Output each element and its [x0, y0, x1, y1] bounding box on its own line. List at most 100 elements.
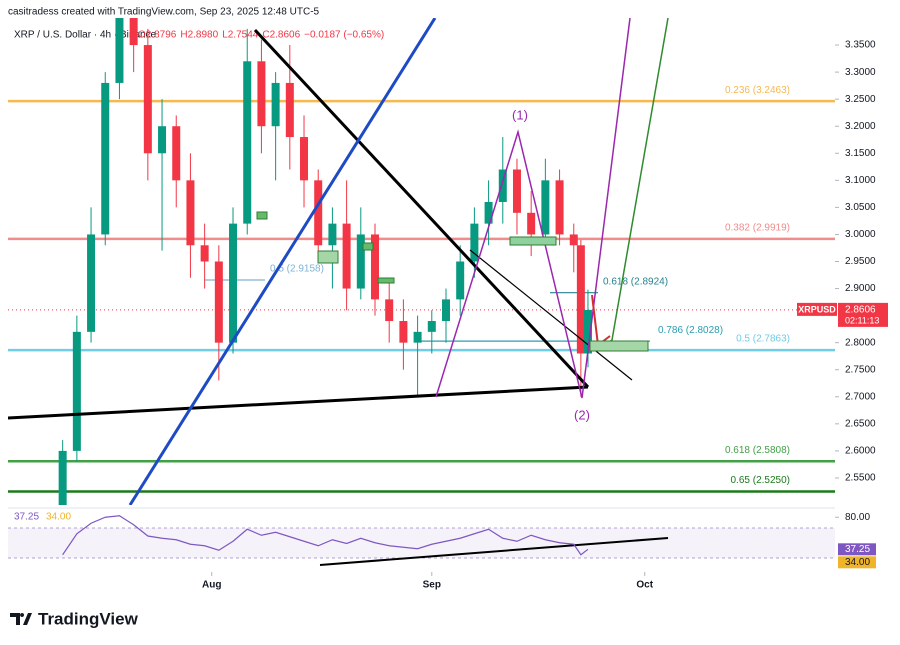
y-tick-label: 3.2500 — [845, 94, 876, 105]
logo: TradingView — [10, 609, 139, 628]
candle-body — [427, 321, 436, 332]
rsi-trendline — [319, 537, 669, 566]
zone — [362, 242, 374, 251]
candle-body — [129, 18, 138, 46]
candle-body — [101, 82, 110, 235]
candle-body — [498, 169, 507, 202]
legend-value: L2.7544 — [222, 30, 259, 41]
candle-body — [271, 82, 280, 127]
symbol: XRP / U.S. Dollar · 4h · Binance — [14, 30, 157, 41]
trendline — [8, 385, 589, 420]
candle-body — [328, 223, 337, 246]
candle-body — [583, 309, 592, 354]
wave-label: (1) — [512, 107, 528, 122]
zone — [589, 340, 649, 352]
candle-body — [143, 45, 152, 154]
fib-label: 0.236 (3.2463) — [725, 85, 790, 96]
price-tag-bg — [838, 302, 888, 327]
candle-body — [186, 180, 195, 246]
candles — [58, 18, 592, 505]
candle-body — [576, 245, 585, 354]
candle-body — [200, 245, 209, 262]
candle-body — [257, 61, 266, 127]
y-tick-label: 3.3500 — [845, 40, 876, 51]
wave-label: (2) — [574, 407, 590, 422]
zone — [377, 277, 395, 284]
candle-body — [58, 450, 67, 505]
price-tag-countdown: 02:11:13 — [845, 315, 879, 325]
candle-body — [385, 299, 394, 322]
drawings — [8, 18, 669, 505]
candle-body — [512, 169, 521, 213]
fib-label: 0.5 (2.7863) — [736, 334, 790, 345]
fib-label: 0.65 (2.5250) — [731, 475, 791, 486]
rsi-band — [8, 528, 835, 558]
rsi-tag-bg — [838, 543, 876, 556]
fib-label: 0.5 (2.9158) — [270, 264, 324, 275]
rsi-ma-legend-value: 34.00 — [46, 512, 71, 523]
y-tick-label: 2.7000 — [845, 391, 876, 402]
candle-body — [158, 126, 167, 154]
legend-value: H2.8980 — [180, 30, 218, 41]
rsi-line — [62, 515, 589, 556]
candle-body — [569, 234, 578, 246]
axes: 3.3500 3.3000 3.2500 3.2000 3.1500 3.1000 3.05… — [202, 40, 888, 591]
y-tick-label: 2.9000 — [845, 283, 876, 294]
y-tick-label: 2.8000 — [845, 337, 876, 348]
legend-value: −0.0187 (−0.65%) — [304, 30, 384, 41]
y-tick-label: 2.9500 — [845, 256, 876, 267]
rsi-pane: 80.00 37.25 34.00 37.25 34.00 — [8, 512, 876, 569]
candle-body — [541, 180, 550, 235]
y-tick-label: 3.0000 — [845, 229, 876, 240]
candle-body — [399, 321, 408, 343]
candle-body — [172, 126, 181, 181]
candle-body — [413, 331, 422, 343]
candle-body — [314, 180, 323, 246]
x-tick-label: Sep — [423, 580, 441, 591]
candle-body — [456, 261, 465, 300]
candle-body — [300, 137, 309, 181]
rsi-legend-value: 37.25 — [14, 512, 39, 523]
candle-body — [342, 223, 351, 289]
zone — [509, 236, 557, 246]
rsi-tick-label: 80.00 — [845, 512, 870, 523]
rsi-ma-tag-bg — [838, 556, 876, 569]
candle-body — [72, 331, 81, 451]
y-tick-label: 2.5500 — [845, 473, 876, 484]
candle-body — [87, 234, 96, 332]
fib-label: 0.382 (2.9919) — [725, 222, 790, 233]
candle-body — [470, 223, 479, 262]
price-tag-value: 2.8606 — [845, 305, 876, 316]
fib-label: 0.618 (2.5808) — [725, 445, 790, 456]
legend: O2.8796 H2.8980 L2.7544 C2.8606 −0.0187 (−0.… — [138, 30, 384, 41]
price-tag-bg — [797, 302, 837, 316]
candle-body — [115, 18, 124, 83]
candle-body — [441, 299, 450, 322]
candle-body — [484, 201, 493, 224]
candle-body — [527, 212, 536, 235]
y-tick-label: 3.3000 — [845, 67, 876, 78]
trendline — [469, 249, 633, 381]
zone — [256, 211, 268, 220]
rsi-tag: 37.25 — [845, 544, 870, 555]
trendline — [253, 28, 590, 389]
y-tick-label: 2.6000 — [845, 446, 876, 457]
logo-text: TradingView — [38, 609, 139, 628]
y-tick-label: 3.0500 — [845, 202, 876, 213]
header: casitradess created with TradingView.com… — [8, 7, 320, 18]
x-tick-label: Oct — [636, 580, 653, 591]
candle-body — [555, 180, 564, 235]
wave-path — [435, 18, 631, 399]
trendline — [128, 18, 437, 505]
candle-body — [214, 261, 223, 343]
y-tick-label: 3.1000 — [845, 175, 876, 186]
y-tick-label: 2.7500 — [845, 364, 876, 375]
logo-mark — [10, 613, 32, 625]
candle-body — [371, 234, 380, 300]
y-tick-label: 3.2000 — [845, 121, 876, 132]
rsi-ma-tag: 34.00 — [845, 557, 870, 568]
fib-label: 0.618 (2.8924) — [603, 276, 668, 287]
candle-body — [285, 82, 294, 138]
legend-value: O2.8796 — [138, 30, 177, 41]
